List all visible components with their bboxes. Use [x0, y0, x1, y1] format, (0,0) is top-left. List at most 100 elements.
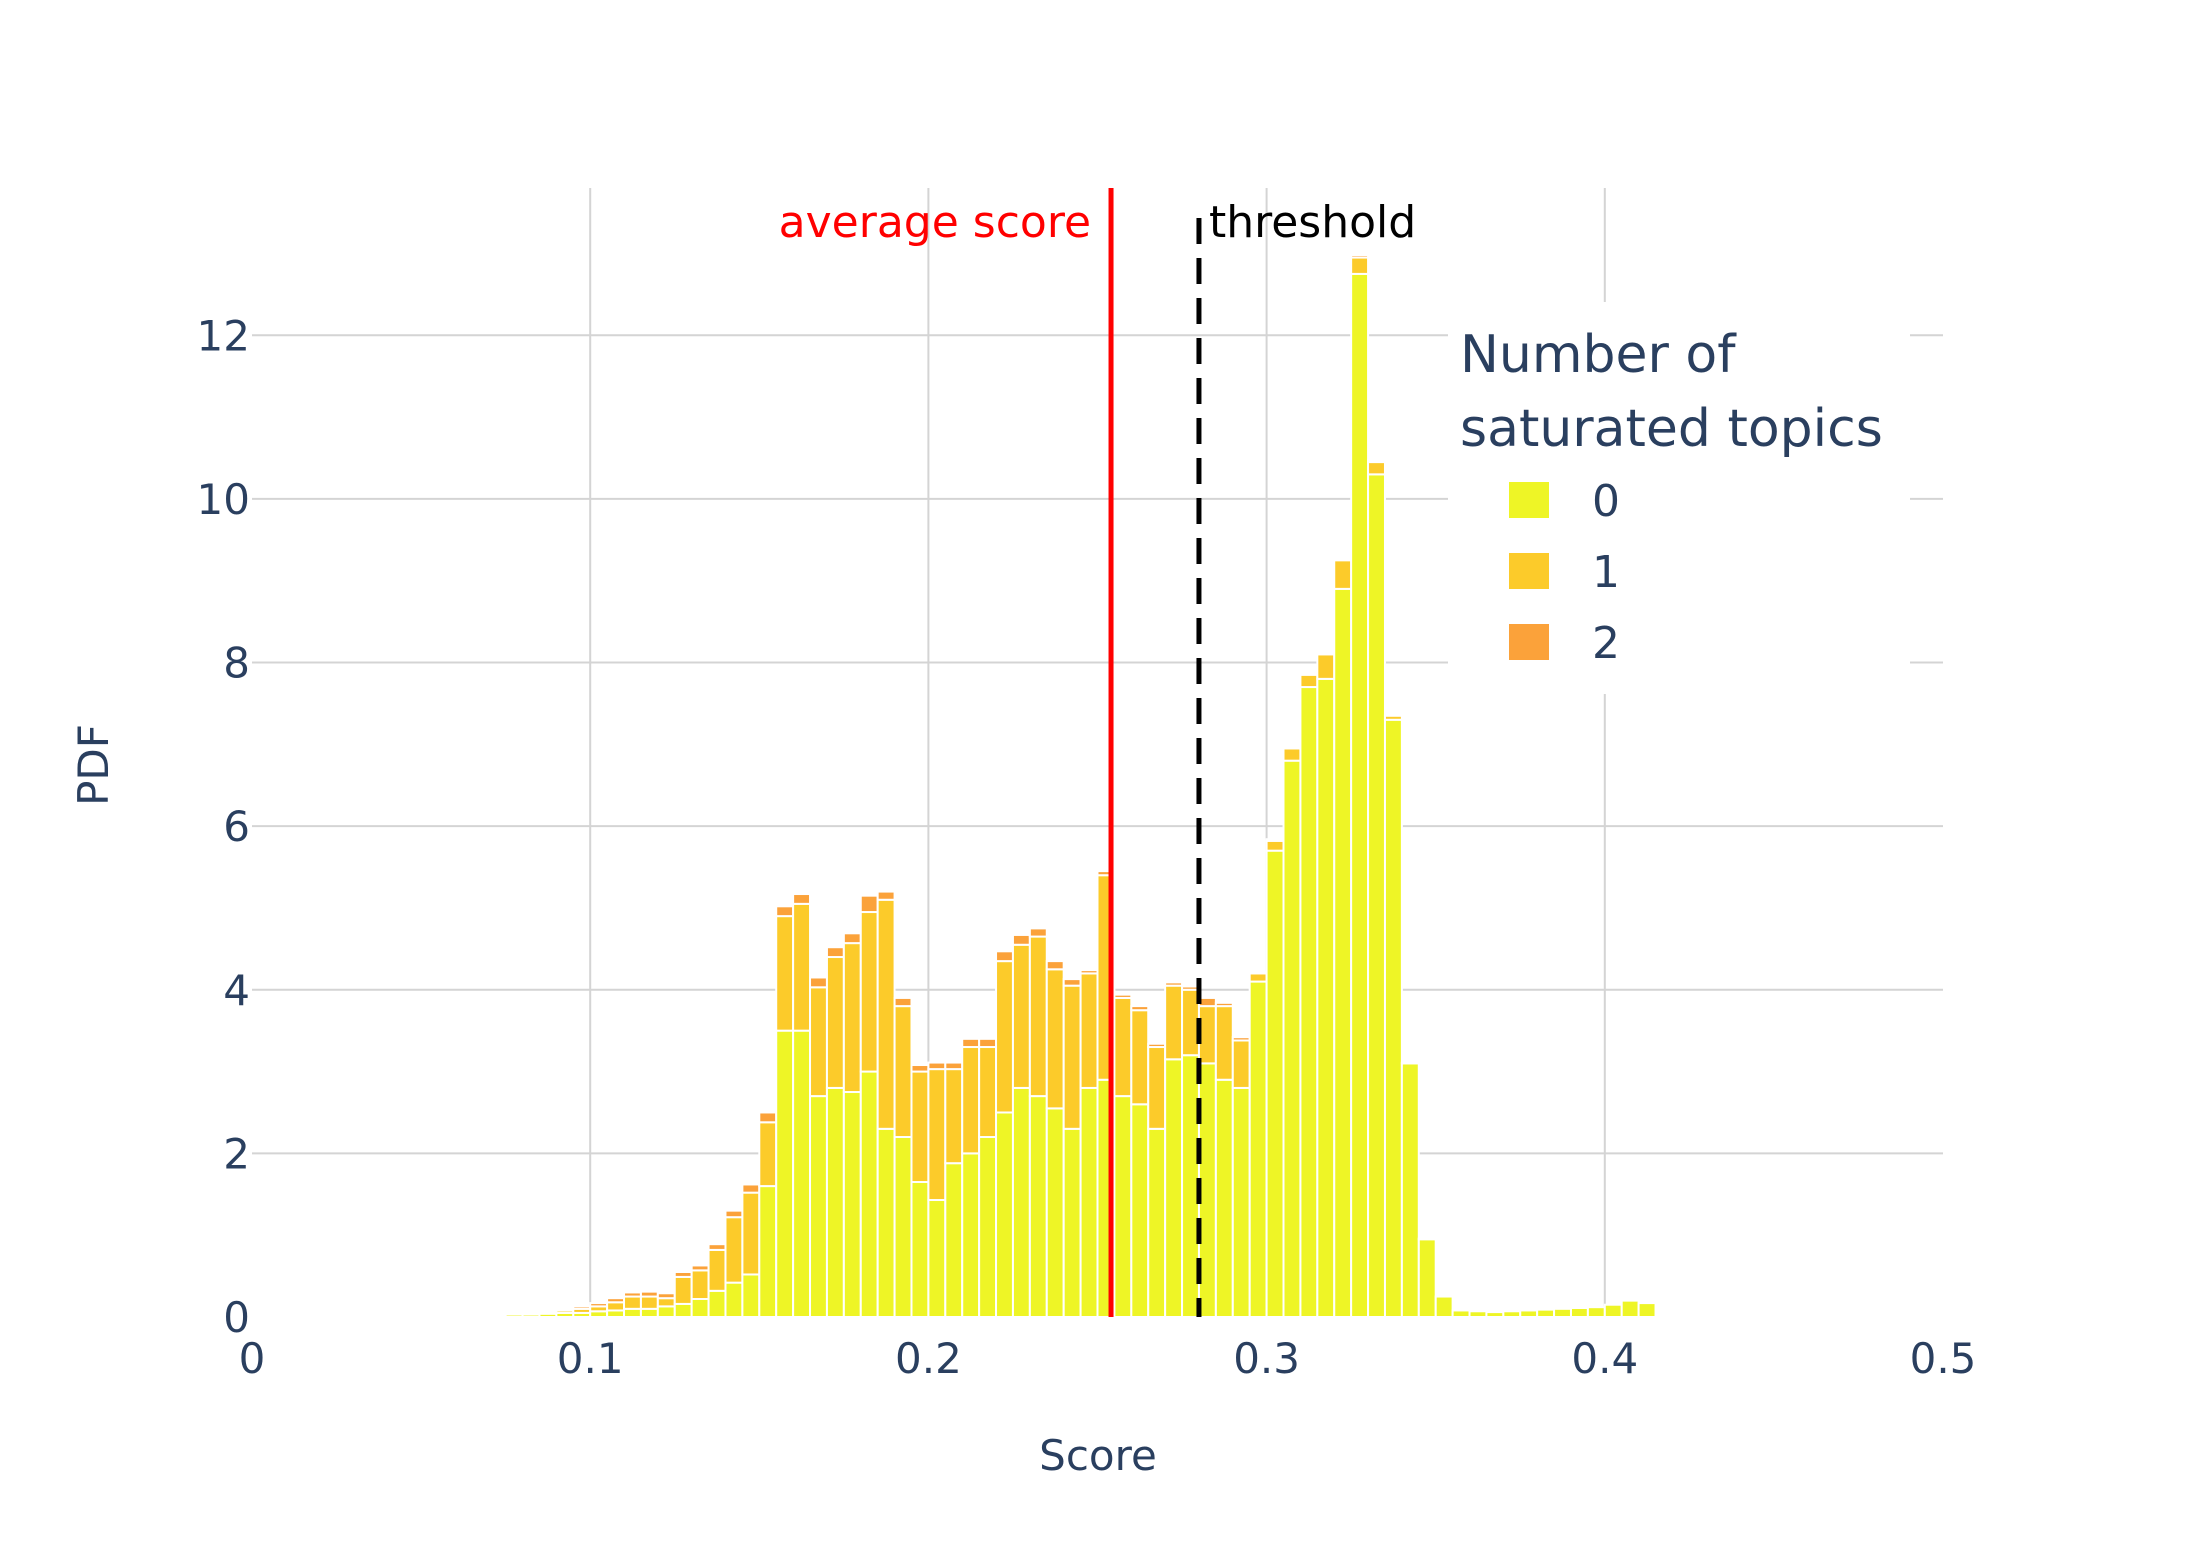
bar-segment-series-1: [1316, 653, 1336, 680]
bar-segment-series-0: [724, 1281, 744, 1319]
x-tick-label: 0: [239, 1334, 266, 1383]
bar-segment-series-0: [995, 1111, 1014, 1319]
bar-segment-series-1: [842, 942, 862, 1094]
bar-segment-series-1: [1231, 1039, 1251, 1089]
bar-segment-series-2: [910, 1064, 930, 1073]
bar-segment-series-2: [1282, 746, 1302, 750]
x-tick-label: 0.4: [1571, 1334, 1638, 1383]
bar-segment-series-0: [1502, 1310, 1522, 1319]
bar-segment-series-0: [1028, 1095, 1048, 1318]
y-tick-label: 8: [223, 639, 250, 688]
bar-segment-series-0: [1282, 759, 1302, 1318]
bar-segment-series-2: [1333, 557, 1353, 562]
bar-segment-series-0: [741, 1273, 761, 1319]
bar-segment-series-2: [825, 946, 845, 959]
bar-segment-series-0: [1113, 1095, 1133, 1318]
bar-segment-series-1: [995, 960, 1014, 1114]
bar-segment-series-1: [809, 986, 828, 1098]
bar-segment-series-1: [1028, 935, 1048, 1098]
bar-segment-series-0: [1248, 980, 1268, 1318]
bar-segment-series-0: [1468, 1310, 1488, 1319]
bar-segment-series-0: [1569, 1307, 1589, 1319]
bar-segment-series-0: [1485, 1311, 1505, 1319]
bar-segment-series-2: [1265, 838, 1285, 842]
bar-segment-series-0: [1011, 1086, 1031, 1318]
bar-segment-series-2: [944, 1061, 964, 1071]
bar-segment-series-0: [1316, 677, 1336, 1318]
bar-segment-series-2: [775, 905, 795, 918]
bar-segment-series-1: [1367, 461, 1386, 476]
bar-segment-series-0: [1333, 587, 1353, 1318]
bar-segment-series-2: [589, 1302, 609, 1308]
bar-segment-series-1: [1147, 1046, 1167, 1130]
bar-segment-series-0: [1586, 1306, 1606, 1319]
bar-segment-series-1: [1350, 256, 1370, 275]
bar-segment-series-2: [707, 1243, 727, 1251]
bar-segment-series-1: [724, 1216, 744, 1284]
bar-segment-series-0: [978, 1136, 998, 1319]
bar-segment-series-1: [1181, 988, 1200, 1057]
legend-items: 0 1 2: [1509, 476, 1620, 669]
bar-segment-series-2: [1062, 978, 1082, 987]
y-tick-label: 12: [197, 311, 250, 360]
bar-segment-series-0: [1164, 1058, 1184, 1318]
bar-segment-series-0: [927, 1199, 947, 1318]
bar-segment-series-1: [1400, 1061, 1420, 1065]
bar-segment-series-1: [1333, 559, 1353, 590]
bar-segment-series-0: [1383, 718, 1403, 1318]
bar-segment-series-2: [724, 1209, 744, 1219]
legend-title-line2: saturated topics: [1460, 399, 1883, 459]
legend-swatch-2: [1509, 624, 1549, 660]
legend: Number of saturated topics 0 1 2: [1448, 302, 1910, 694]
bar-segment-series-2: [1299, 672, 1319, 676]
bar-segment-series-0: [521, 1313, 541, 1319]
bar-segment-series-0: [825, 1086, 845, 1318]
bar-segment-series-0: [1536, 1308, 1556, 1319]
bar-segment-series-0: [1671, 1315, 1691, 1319]
bar-segment-series-0: [1197, 1062, 1217, 1318]
bar-segment-series-1: [1130, 1009, 1150, 1106]
bar-segment-series-1: [1265, 839, 1285, 852]
bar-segment-series-0: [1214, 1078, 1234, 1318]
y-tick-label: 2: [223, 1129, 250, 1178]
bar-segment-series-2: [1028, 927, 1048, 938]
bar-segment-series-0: [1451, 1309, 1471, 1319]
bar-segment-series-1: [623, 1295, 642, 1310]
bar-segment-series-0: [1231, 1086, 1251, 1318]
bar-segment-series-0: [1434, 1295, 1454, 1319]
bar-segment-series-1: [1079, 972, 1099, 1089]
bar-segment-series-0: [1350, 272, 1370, 1318]
bar-segment-series-1: [910, 1070, 930, 1184]
bar-segment-series-2: [639, 1290, 659, 1298]
bar-segment-series-2: [995, 950, 1014, 963]
bar-segment-series-0: [487, 1314, 507, 1319]
bar-segment-series-2: [1045, 960, 1065, 971]
bar-segment-series-1: [1248, 972, 1268, 983]
bar-segment-series-2: [1164, 981, 1184, 987]
bar-segment-series-1: [1011, 943, 1031, 1089]
y-tick-label: 4: [223, 966, 250, 1015]
bar-segment-series-1: [1282, 747, 1302, 762]
bar-segment-series-1: [1164, 984, 1184, 1061]
bar-segment-series-0: [961, 1152, 981, 1319]
bar-segment-series-0: [1147, 1127, 1167, 1319]
bar-segment-series-1: [775, 915, 795, 1032]
bar-segment-series-0: [1400, 1062, 1420, 1318]
bar-segment-series-0: [1519, 1309, 1539, 1319]
bar-segment-series-2: [656, 1292, 676, 1300]
bar-segment-series-0: [859, 1070, 879, 1318]
bar-segment-series-2: [555, 1307, 575, 1312]
bar-segment-series-0: [809, 1095, 828, 1318]
bar-segment-series-0: [893, 1136, 913, 1319]
bar-segment-series-2: [1383, 713, 1403, 717]
bar-segment-series-1: [673, 1275, 693, 1305]
bar-segment-series-1: [961, 1046, 981, 1155]
bar-segment-series-0: [1181, 1054, 1200, 1318]
bar-segment-series-0: [944, 1162, 964, 1319]
legend-label-1: 1: [1592, 547, 1620, 598]
x-axis-title: Score: [1039, 1431, 1157, 1480]
bar-segment-series-2: [758, 1111, 778, 1124]
bar-segment-series-2: [927, 1061, 947, 1071]
